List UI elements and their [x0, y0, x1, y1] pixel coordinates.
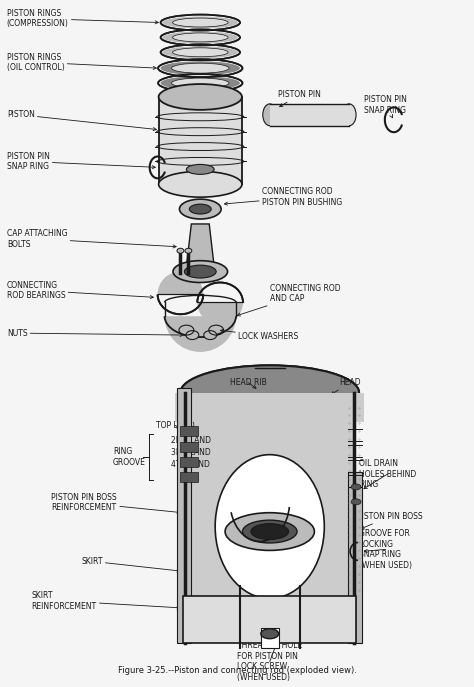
Ellipse shape	[163, 32, 238, 43]
Ellipse shape	[173, 18, 228, 27]
Text: 3RD LAND: 3RD LAND	[171, 448, 210, 458]
Bar	[181, 472, 198, 482]
Text: PISTON PIN BOSS: PISTON PIN BOSS	[357, 513, 423, 529]
Text: CONNECTING
ROD BEARINGS: CONNECTING ROD BEARINGS	[7, 281, 153, 300]
Ellipse shape	[351, 499, 361, 505]
Ellipse shape	[177, 248, 184, 254]
Text: PISTON PIN BOSS
REINFORCEMENT: PISTON PIN BOSS REINFORCEMENT	[52, 493, 180, 514]
Text: RING
GROOVE: RING GROOVE	[113, 447, 146, 467]
Text: CONNECTING ROD
AND CAP: CONNECTING ROD AND CAP	[237, 284, 340, 316]
Text: SKIRT
REINFORCEMENT: SKIRT REINFORCEMENT	[32, 592, 180, 611]
Text: THREADED HOLE
FOR PISTON PIN
LOCK SCREW
(WHEN USED): THREADED HOLE FOR PISTON PIN LOCK SCREW …	[237, 642, 302, 682]
Wedge shape	[164, 316, 236, 352]
Text: PISTON RINGS
(COMPRESSION): PISTON RINGS (COMPRESSION)	[7, 9, 158, 28]
Text: OIL DRAIN
HOLES BEHIND
RING: OIL DRAIN HOLES BEHIND RING	[359, 459, 416, 489]
Text: PISTON RINGS
(OIL CONTROL): PISTON RINGS (OIL CONTROL)	[7, 52, 156, 72]
Ellipse shape	[159, 84, 242, 110]
Ellipse shape	[225, 513, 314, 550]
Ellipse shape	[173, 260, 228, 282]
Ellipse shape	[190, 204, 211, 214]
Text: 2ND LAND: 2ND LAND	[171, 436, 210, 444]
Text: PISTON PIN: PISTON PIN	[278, 91, 320, 106]
Ellipse shape	[251, 523, 289, 539]
Ellipse shape	[263, 104, 277, 126]
Ellipse shape	[163, 16, 238, 28]
Bar	[261, 628, 279, 648]
Text: GROOVE FOR
LOCKING
SNAP RING
(WHEN USED): GROOVE FOR LOCKING SNAP RING (WHEN USED)	[359, 529, 412, 570]
Text: Figure 3-25.--Piston and connecting rod (exploded view).: Figure 3-25.--Piston and connecting rod …	[118, 666, 356, 675]
Polygon shape	[186, 224, 214, 267]
Bar	[181, 442, 198, 452]
Text: PISTON PIN
SNAP RING: PISTON PIN SNAP RING	[7, 152, 155, 171]
Ellipse shape	[261, 629, 279, 639]
Ellipse shape	[173, 33, 228, 42]
Ellipse shape	[185, 248, 192, 254]
Ellipse shape	[215, 455, 324, 598]
Text: HEAD: HEAD	[331, 379, 361, 394]
Bar	[159, 97, 242, 184]
Text: NUTS: NUTS	[7, 328, 183, 337]
Bar	[185, 387, 354, 642]
Text: LOCK WASHERS: LOCK WASHERS	[220, 329, 298, 341]
Ellipse shape	[342, 104, 356, 126]
Text: TOP LAND: TOP LAND	[155, 421, 194, 430]
Ellipse shape	[172, 63, 229, 73]
Ellipse shape	[186, 330, 199, 339]
Bar	[181, 457, 198, 467]
Ellipse shape	[161, 61, 240, 75]
Bar	[348, 472, 362, 642]
Ellipse shape	[184, 265, 216, 278]
Text: CONNECTING ROD
PISTON PIN BUSHING: CONNECTING ROD PISTON PIN BUSHING	[224, 188, 342, 207]
Ellipse shape	[172, 78, 229, 88]
Text: PISTON PIN
SNAP RING: PISTON PIN SNAP RING	[364, 95, 407, 117]
Ellipse shape	[173, 48, 228, 57]
Ellipse shape	[181, 365, 359, 420]
Text: HEAD RIB: HEAD RIB	[230, 379, 267, 388]
Bar	[175, 393, 364, 423]
Bar	[177, 387, 191, 642]
Ellipse shape	[351, 484, 361, 490]
Bar	[183, 596, 356, 642]
Text: 4TH LAND: 4TH LAND	[171, 460, 210, 472]
Wedge shape	[197, 302, 243, 325]
Ellipse shape	[186, 164, 214, 174]
Text: PISTON: PISTON	[7, 111, 156, 131]
Text: CAP ATTACHING
BOLTS: CAP ATTACHING BOLTS	[7, 229, 176, 249]
Ellipse shape	[159, 171, 242, 197]
Ellipse shape	[180, 199, 221, 219]
Bar	[270, 104, 349, 126]
Ellipse shape	[204, 330, 217, 339]
Ellipse shape	[163, 46, 238, 58]
Bar	[181, 427, 198, 436]
Text: SKIRT: SKIRT	[81, 557, 180, 572]
Ellipse shape	[181, 365, 359, 420]
Wedge shape	[158, 271, 203, 295]
Ellipse shape	[243, 520, 297, 543]
Ellipse shape	[161, 76, 240, 90]
